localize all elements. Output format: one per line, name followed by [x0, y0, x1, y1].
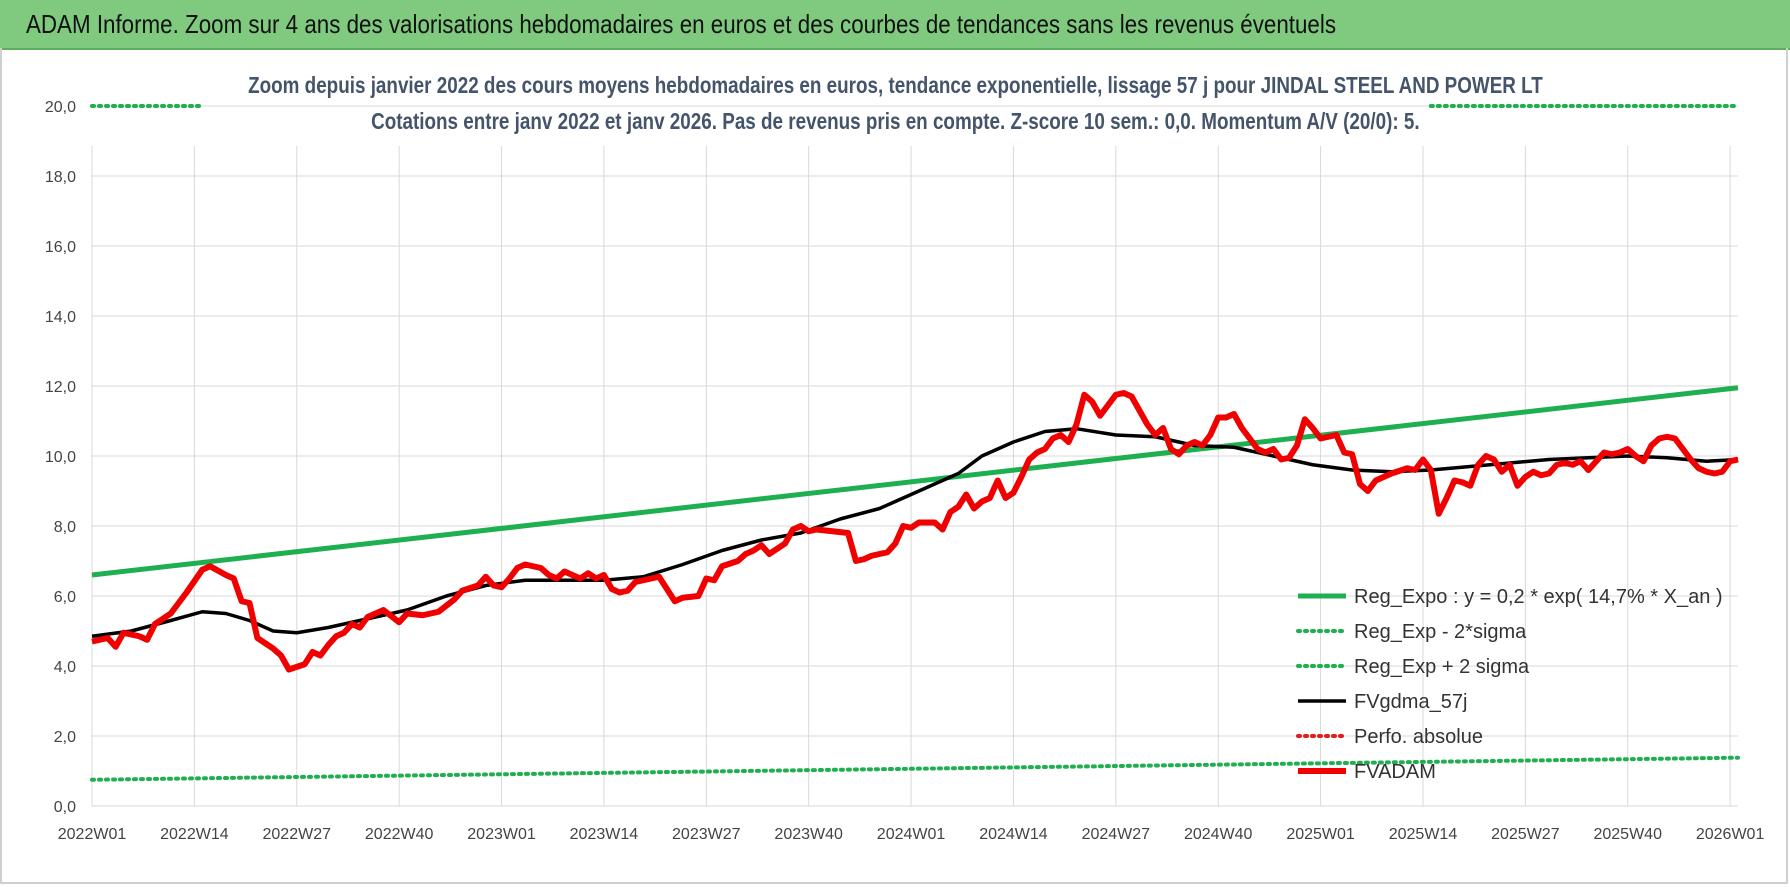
chart-frame: [0, 48, 1788, 884]
x-tick-label: 2023W14: [570, 826, 639, 843]
series-fvadam-line: [91, 390, 1739, 673]
x-tick-label: 2023W01: [467, 826, 536, 843]
series-reg-expo-y-0-2-exp-14-7-x-an-line: [91, 385, 1739, 578]
x-tick-label: 2024W14: [979, 826, 1048, 843]
y-tick-label: 6,0: [54, 589, 76, 606]
x-tick-label: 2025W14: [1389, 826, 1458, 843]
x-tick-label: 2024W27: [1082, 826, 1151, 843]
chart-title-line-2: Cotations entre janv 2022 et janv 2026. …: [370, 108, 1420, 134]
x-tick-label: 2023W40: [774, 826, 843, 843]
y-tick-label: 0,0: [54, 799, 76, 816]
y-tick-label: 18,0: [45, 169, 76, 186]
legend-label: FVgdma_57j: [1354, 691, 1467, 713]
legend-label: Reg_Expo : y = 0,2 * exp( 14,7% * X_an ): [1354, 586, 1723, 608]
title-banner: ADAM Informe. Zoom sur 4 ans des valoris…: [0, 0, 1790, 50]
y-tick-label: 14,0: [45, 309, 76, 326]
y-tick-label: 4,0: [54, 659, 76, 676]
legend-label: Reg_Exp - 2*sigma: [1354, 621, 1527, 643]
x-tick-label: 2022W01: [58, 826, 127, 843]
x-tick-label: 2022W14: [160, 826, 229, 843]
y-tick-label: 10,0: [45, 449, 76, 466]
x-tick-label: 2025W40: [1593, 826, 1662, 843]
y-tick-label: 2,0: [54, 729, 76, 746]
y-tick-label: 16,0: [45, 239, 76, 256]
chart-title-line-1: Zoom depuis janvier 2022 des cours moyen…: [247, 72, 1543, 98]
y-tick-label: 12,0: [45, 379, 76, 396]
x-tick-label: 2022W27: [263, 826, 332, 843]
legend-label: FVADAM: [1354, 761, 1436, 783]
x-tick-label: 2025W01: [1286, 826, 1355, 843]
x-tick-label: 2023W27: [672, 826, 741, 843]
series-fvgdma-57j-line: [91, 426, 1739, 638]
report-title: ADAM Informe. Zoom sur 4 ans des valoris…: [26, 9, 1337, 39]
x-tick-label: 2025W27: [1491, 826, 1560, 843]
x-tick-label: 2026W01: [1696, 826, 1765, 843]
x-tick-label: 2022W40: [365, 826, 434, 843]
y-tick-label: 20,0: [45, 99, 76, 116]
x-tick-label: 2024W01: [877, 826, 946, 843]
legend-label: Reg_Exp + 2 sigma: [1354, 656, 1530, 678]
x-tick-label: 2024W40: [1184, 826, 1253, 843]
y-tick-label: 8,0: [54, 519, 76, 536]
legend-label: Perfo. absolue: [1354, 726, 1483, 748]
series-reg-exp-2-sigma-line: [90, 755, 1740, 782]
